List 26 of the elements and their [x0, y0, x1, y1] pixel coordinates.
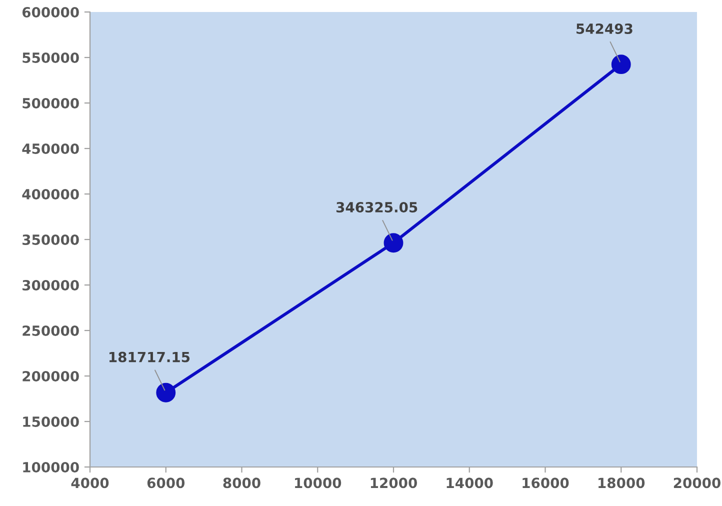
y-tick-label: 300000	[22, 280, 79, 290]
x-tick-label: 6000	[147, 478, 185, 488]
y-tick-label: 500000	[22, 98, 79, 108]
y-tick-label: 100000	[23, 462, 79, 472]
x-tick-label: 14000	[446, 478, 493, 488]
point	[156, 382, 176, 402]
y-tick-label: 450000	[22, 143, 79, 154]
x-tick-label: 12000	[370, 478, 417, 488]
point	[611, 54, 631, 74]
x-tick-label: 20000	[674, 478, 720, 488]
x-tick-label: 4000	[71, 478, 109, 488]
y-tick-label: 200000	[22, 370, 79, 382]
y-tick-label: 400000	[22, 188, 79, 200]
x-tick-label: 8000	[223, 478, 260, 488]
x-tick-label: 10000	[295, 478, 342, 488]
y-tick-label: 150000	[23, 416, 79, 427]
data-label: 542493	[576, 23, 632, 34]
y-tick-label: 250000	[22, 325, 79, 336]
x-tick-label: 16000	[522, 478, 569, 488]
data-label: 346325.05	[336, 202, 418, 212]
y-tick-label: 600000	[22, 6, 79, 18]
x-tick-label: 18000	[598, 478, 645, 488]
data-label: 181717.15	[109, 352, 190, 362]
y-tick-label: 350000	[22, 234, 79, 245]
y-tick-label: 550000	[22, 52, 79, 63]
point	[384, 233, 404, 253]
